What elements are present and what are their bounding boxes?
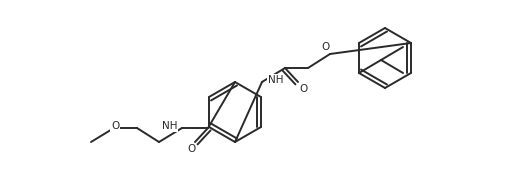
Text: O: O — [111, 121, 119, 131]
Text: NH: NH — [268, 75, 283, 85]
Text: O: O — [299, 84, 307, 94]
Text: O: O — [187, 144, 195, 154]
Text: NH: NH — [162, 121, 177, 131]
Text: O: O — [322, 42, 330, 52]
